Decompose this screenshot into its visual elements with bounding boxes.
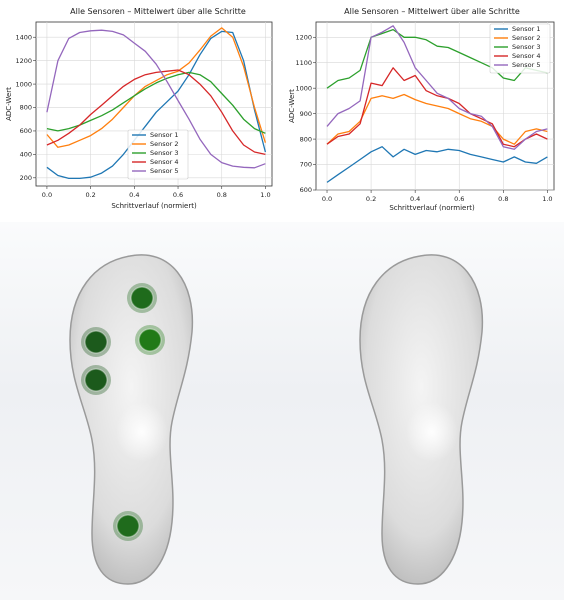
sensor-dot: [138, 328, 162, 352]
sensor-marker-2: [81, 327, 111, 357]
sensor-dot: [130, 286, 154, 310]
series-line-sensor-3: [326, 28, 548, 89]
legend-box: [489, 23, 551, 74]
sensor-dot: [84, 368, 108, 392]
x-tick-labels: 0.0 0.2 0.4 0.6 0.8 1.0: [322, 190, 553, 203]
legend-box: [127, 129, 189, 180]
series-line-sensor-5: [326, 25, 548, 150]
sensor-marker-1: [127, 283, 157, 313]
y-tick-label: 1200: [15, 57, 32, 65]
x-tick-labels: 0.0 0.2 0.4 0.6 0.8 1.0: [42, 186, 271, 199]
insole-left-panel: [0, 222, 282, 600]
x-tick-label: 0.4: [129, 191, 139, 199]
legend-entry: Sensor 2: [150, 140, 178, 148]
y-tick-label: 200: [20, 174, 32, 182]
x-tick-label: 0.8: [498, 195, 508, 203]
insole-arch-highlight: [116, 402, 168, 462]
sensor-dot: [84, 330, 108, 354]
legend-entry: Sensor 1: [150, 131, 178, 139]
chart-left: Alle Sensoren – Mittelwert über alle Sch…: [0, 0, 282, 220]
sensor-marker-3: [135, 325, 165, 355]
series-line-sensor-2: [46, 27, 267, 148]
x-tick-label: 0.6: [454, 195, 464, 203]
y-tick-label: 1000: [295, 84, 312, 92]
x-tick-label: 0.8: [217, 191, 227, 199]
legend-entry: Sensor 1: [512, 25, 540, 33]
legend-entry: Sensor 2: [512, 34, 540, 42]
insole-sensors: [81, 283, 165, 541]
series-lines: [326, 25, 548, 183]
insole-right-panel: [282, 222, 564, 600]
legend-entry: Sensor 4: [512, 52, 540, 60]
chart-left-svg: Alle Sensoren – Mittelwert über alle Sch…: [5, 7, 273, 210]
series-line-sensor-1: [326, 146, 548, 183]
series-line-sensor-4: [326, 67, 548, 148]
y-tick-label: 800: [20, 104, 32, 112]
y-tick-label: 1000: [15, 80, 32, 88]
chart-title: Alle Sensoren – Mittelwert über alle Sch…: [70, 7, 246, 16]
sensor-marker-4: [81, 365, 111, 395]
y-tick-label: 400: [20, 151, 32, 159]
y-tick-label: 900: [300, 110, 312, 118]
x-axis-label: Schrittverlauf (normiert): [111, 202, 197, 210]
x-tick-label: 0.6: [173, 191, 183, 199]
x-tick-label: 0.2: [366, 195, 376, 203]
x-tick-label: 0.0: [322, 195, 332, 203]
legend-entry: Sensor 3: [150, 149, 178, 157]
y-axis-label: ADC-Wert: [288, 89, 296, 123]
y-tick-label: 1100: [295, 59, 312, 67]
x-tick-label: 0.4: [410, 195, 420, 203]
legend-entry: Sensor 3: [512, 43, 540, 51]
y-tick-label: 1400: [15, 33, 32, 41]
series-line-sensor-4: [46, 69, 266, 156]
series-line-sensor-5: [46, 29, 266, 169]
x-tick-label: 1.0: [542, 195, 552, 203]
insole-arch-highlight: [406, 402, 458, 462]
series-line-sensor-1: [46, 30, 267, 180]
y-tick-label: 600: [20, 127, 32, 135]
legend-entry: Sensor 5: [150, 167, 178, 175]
legend-entry: Sensor 5: [512, 61, 540, 69]
chart-right: Alle Sensoren – Mittelwert über alle Sch…: [282, 0, 564, 220]
y-tick-label: 1200: [295, 33, 312, 41]
x-tick-label: 0.0: [42, 191, 52, 199]
sensor-dot: [116, 514, 140, 538]
plot-frame: [35, 21, 273, 187]
y-axis-label: ADC-Wert: [5, 87, 13, 121]
series-lines: [46, 27, 267, 180]
x-tick-label: 1.0: [260, 191, 270, 199]
chart-title: Alle Sensoren – Mittelwert über alle Sch…: [344, 7, 520, 16]
y-tick-label: 800: [300, 135, 312, 143]
series-line-sensor-2: [326, 93, 548, 145]
y-tick-label: 700: [300, 161, 312, 169]
insole-left-svg: [69, 254, 194, 585]
x-axis-label: Schrittverlauf (normiert): [389, 204, 475, 212]
y-tick-label: 600: [300, 186, 312, 194]
legend-entry: Sensor 4: [150, 158, 178, 166]
series-line-sensor-3: [46, 71, 266, 134]
chart-right-svg: Alle Sensoren – Mittelwert über alle Sch…: [288, 7, 555, 212]
y-tick-labels: 600 700 800 900 1000 1100 1200: [295, 33, 316, 194]
x-tick-label: 0.2: [85, 191, 95, 199]
sensor-marker-5: [113, 511, 143, 541]
y-tick-labels: 200 400 600 800 1000 1200 1400: [15, 33, 36, 182]
insole-right-svg: [359, 254, 484, 585]
